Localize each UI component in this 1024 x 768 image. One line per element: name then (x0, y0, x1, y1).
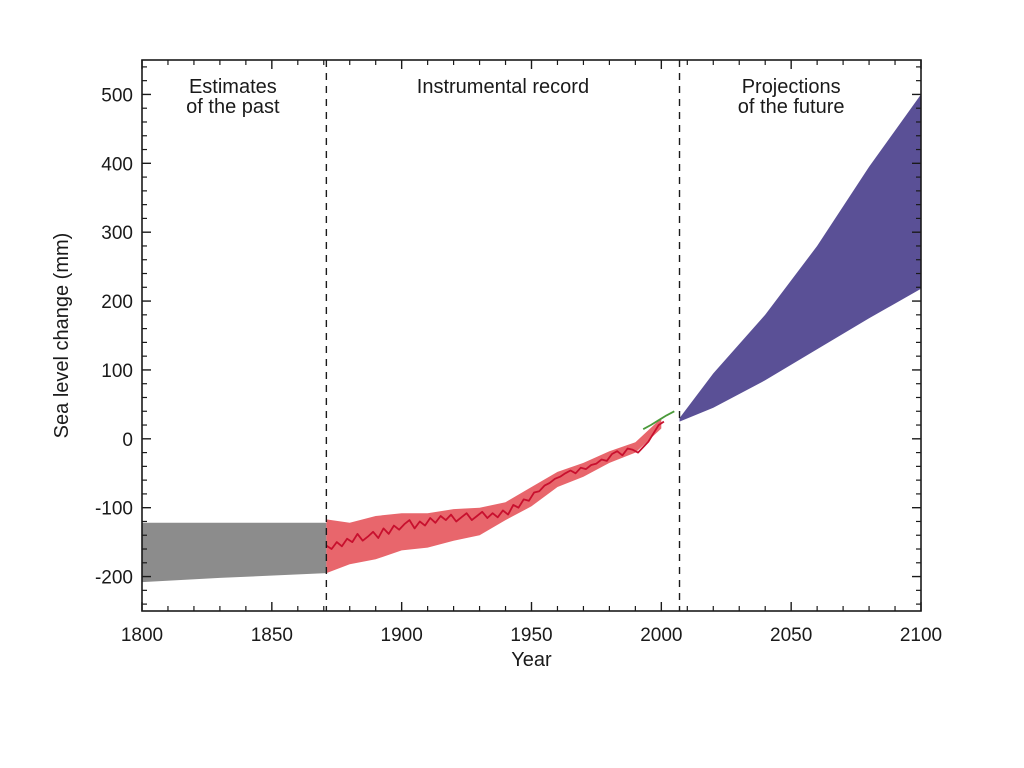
y-tick-label: 300 (101, 223, 133, 244)
region-label: of the future (738, 96, 845, 118)
region-label: of the past (186, 96, 280, 118)
x-tick-label: 1900 (381, 625, 423, 646)
y-tick-label: 0 (122, 430, 133, 451)
x-axis-title: Year (511, 649, 552, 671)
y-tick-label: 400 (101, 154, 133, 175)
x-tick-label: 2100 (900, 625, 942, 646)
y-tick-label: 100 (101, 361, 133, 382)
x-tick-label: 1800 (121, 625, 163, 646)
era-dividers (325, 60, 681, 611)
x-tick-label: 2000 (640, 625, 682, 646)
x-tick-label: 1850 (251, 625, 293, 646)
series-band-projection (679, 94, 921, 422)
y-tick-label: -200 (95, 568, 133, 589)
y-tick-label: 500 (101, 85, 133, 106)
x-tick-label: 1950 (510, 625, 552, 646)
series-line-satellite_line (642, 410, 675, 430)
y-tick-label: 200 (101, 292, 133, 313)
series-line-instrumental_line (325, 420, 665, 550)
region-label: Estimates (189, 76, 277, 98)
y-axis-title: Sea level change (mm) (51, 233, 73, 439)
y-tick-label: -100 (95, 499, 133, 520)
axis-ticks: 1800 1850 1900 1950 2000 2050 2100 -200 -100 0 100… (95, 60, 942, 646)
series-band-instrumental_band (326, 418, 662, 574)
region-label: Instrumental record (417, 76, 589, 98)
series-band-past (142, 522, 327, 583)
plot-area (142, 94, 921, 583)
x-tick-label: 2050 (770, 625, 812, 646)
region-label: Projections (742, 76, 841, 98)
